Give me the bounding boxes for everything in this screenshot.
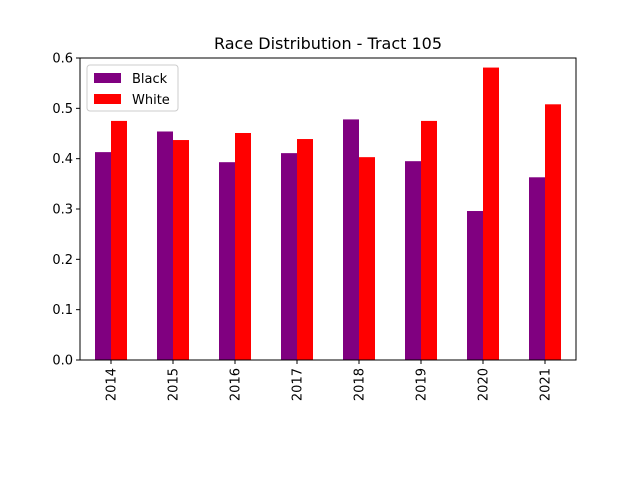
x-tick-label: 2015 xyxy=(167,368,182,401)
bar-white-2014 xyxy=(111,120,127,361)
bar-white-2015 xyxy=(173,140,189,360)
legend-label-white: White xyxy=(132,93,170,108)
axes-group: 0.0 0.1 0.2 0.3 0.4 0.5 0.6 2014 2015 2016 2017 201… xyxy=(52,52,577,401)
y-tick-label: 0.5 xyxy=(52,102,73,117)
legend: Black White xyxy=(86,64,179,112)
x-tick-label: 2021 xyxy=(539,368,554,401)
bar-white-2019 xyxy=(421,120,437,361)
bar-black-2015 xyxy=(157,131,173,360)
bars-group xyxy=(95,67,561,361)
y-tick-label: 0.2 xyxy=(52,253,73,268)
y-tick-label: 0.3 xyxy=(52,203,73,218)
x-tick-label: 2018 xyxy=(353,368,368,401)
bar-white-2021 xyxy=(545,104,561,360)
x-tick-label: 2017 xyxy=(291,368,306,401)
bar-black-2017 xyxy=(281,153,297,360)
bar-black-2021 xyxy=(529,177,545,360)
bar-black-2014 xyxy=(95,152,111,360)
bar-white-2016 xyxy=(235,132,251,360)
bar-black-2018 xyxy=(343,119,359,360)
x-tick-label: 2016 xyxy=(229,368,244,401)
legend-swatch-black xyxy=(94,73,121,83)
x-tick-label: 2020 xyxy=(477,368,492,401)
y-tick-label: 0.4 xyxy=(52,152,73,167)
legend-swatch-white xyxy=(94,94,121,104)
y-tick-label: 0.1 xyxy=(52,303,73,318)
bar-white-2020 xyxy=(483,67,499,361)
bar-black-2016 xyxy=(219,162,235,360)
x-tick-label: 2014 xyxy=(105,368,120,401)
bar-black-2019 xyxy=(405,161,421,360)
y-tick-label: 0.0 xyxy=(52,354,73,369)
bar-black-2020 xyxy=(467,211,483,360)
y-tick-label: 0.6 xyxy=(52,52,73,67)
legend-label-black: Black xyxy=(132,72,168,87)
bar-white-2017 xyxy=(297,139,313,360)
bar-white-2018 xyxy=(359,157,375,360)
x-tick-label: 2019 xyxy=(415,368,430,401)
chart-title: Race Distribution - Tract 105 xyxy=(214,34,442,53)
